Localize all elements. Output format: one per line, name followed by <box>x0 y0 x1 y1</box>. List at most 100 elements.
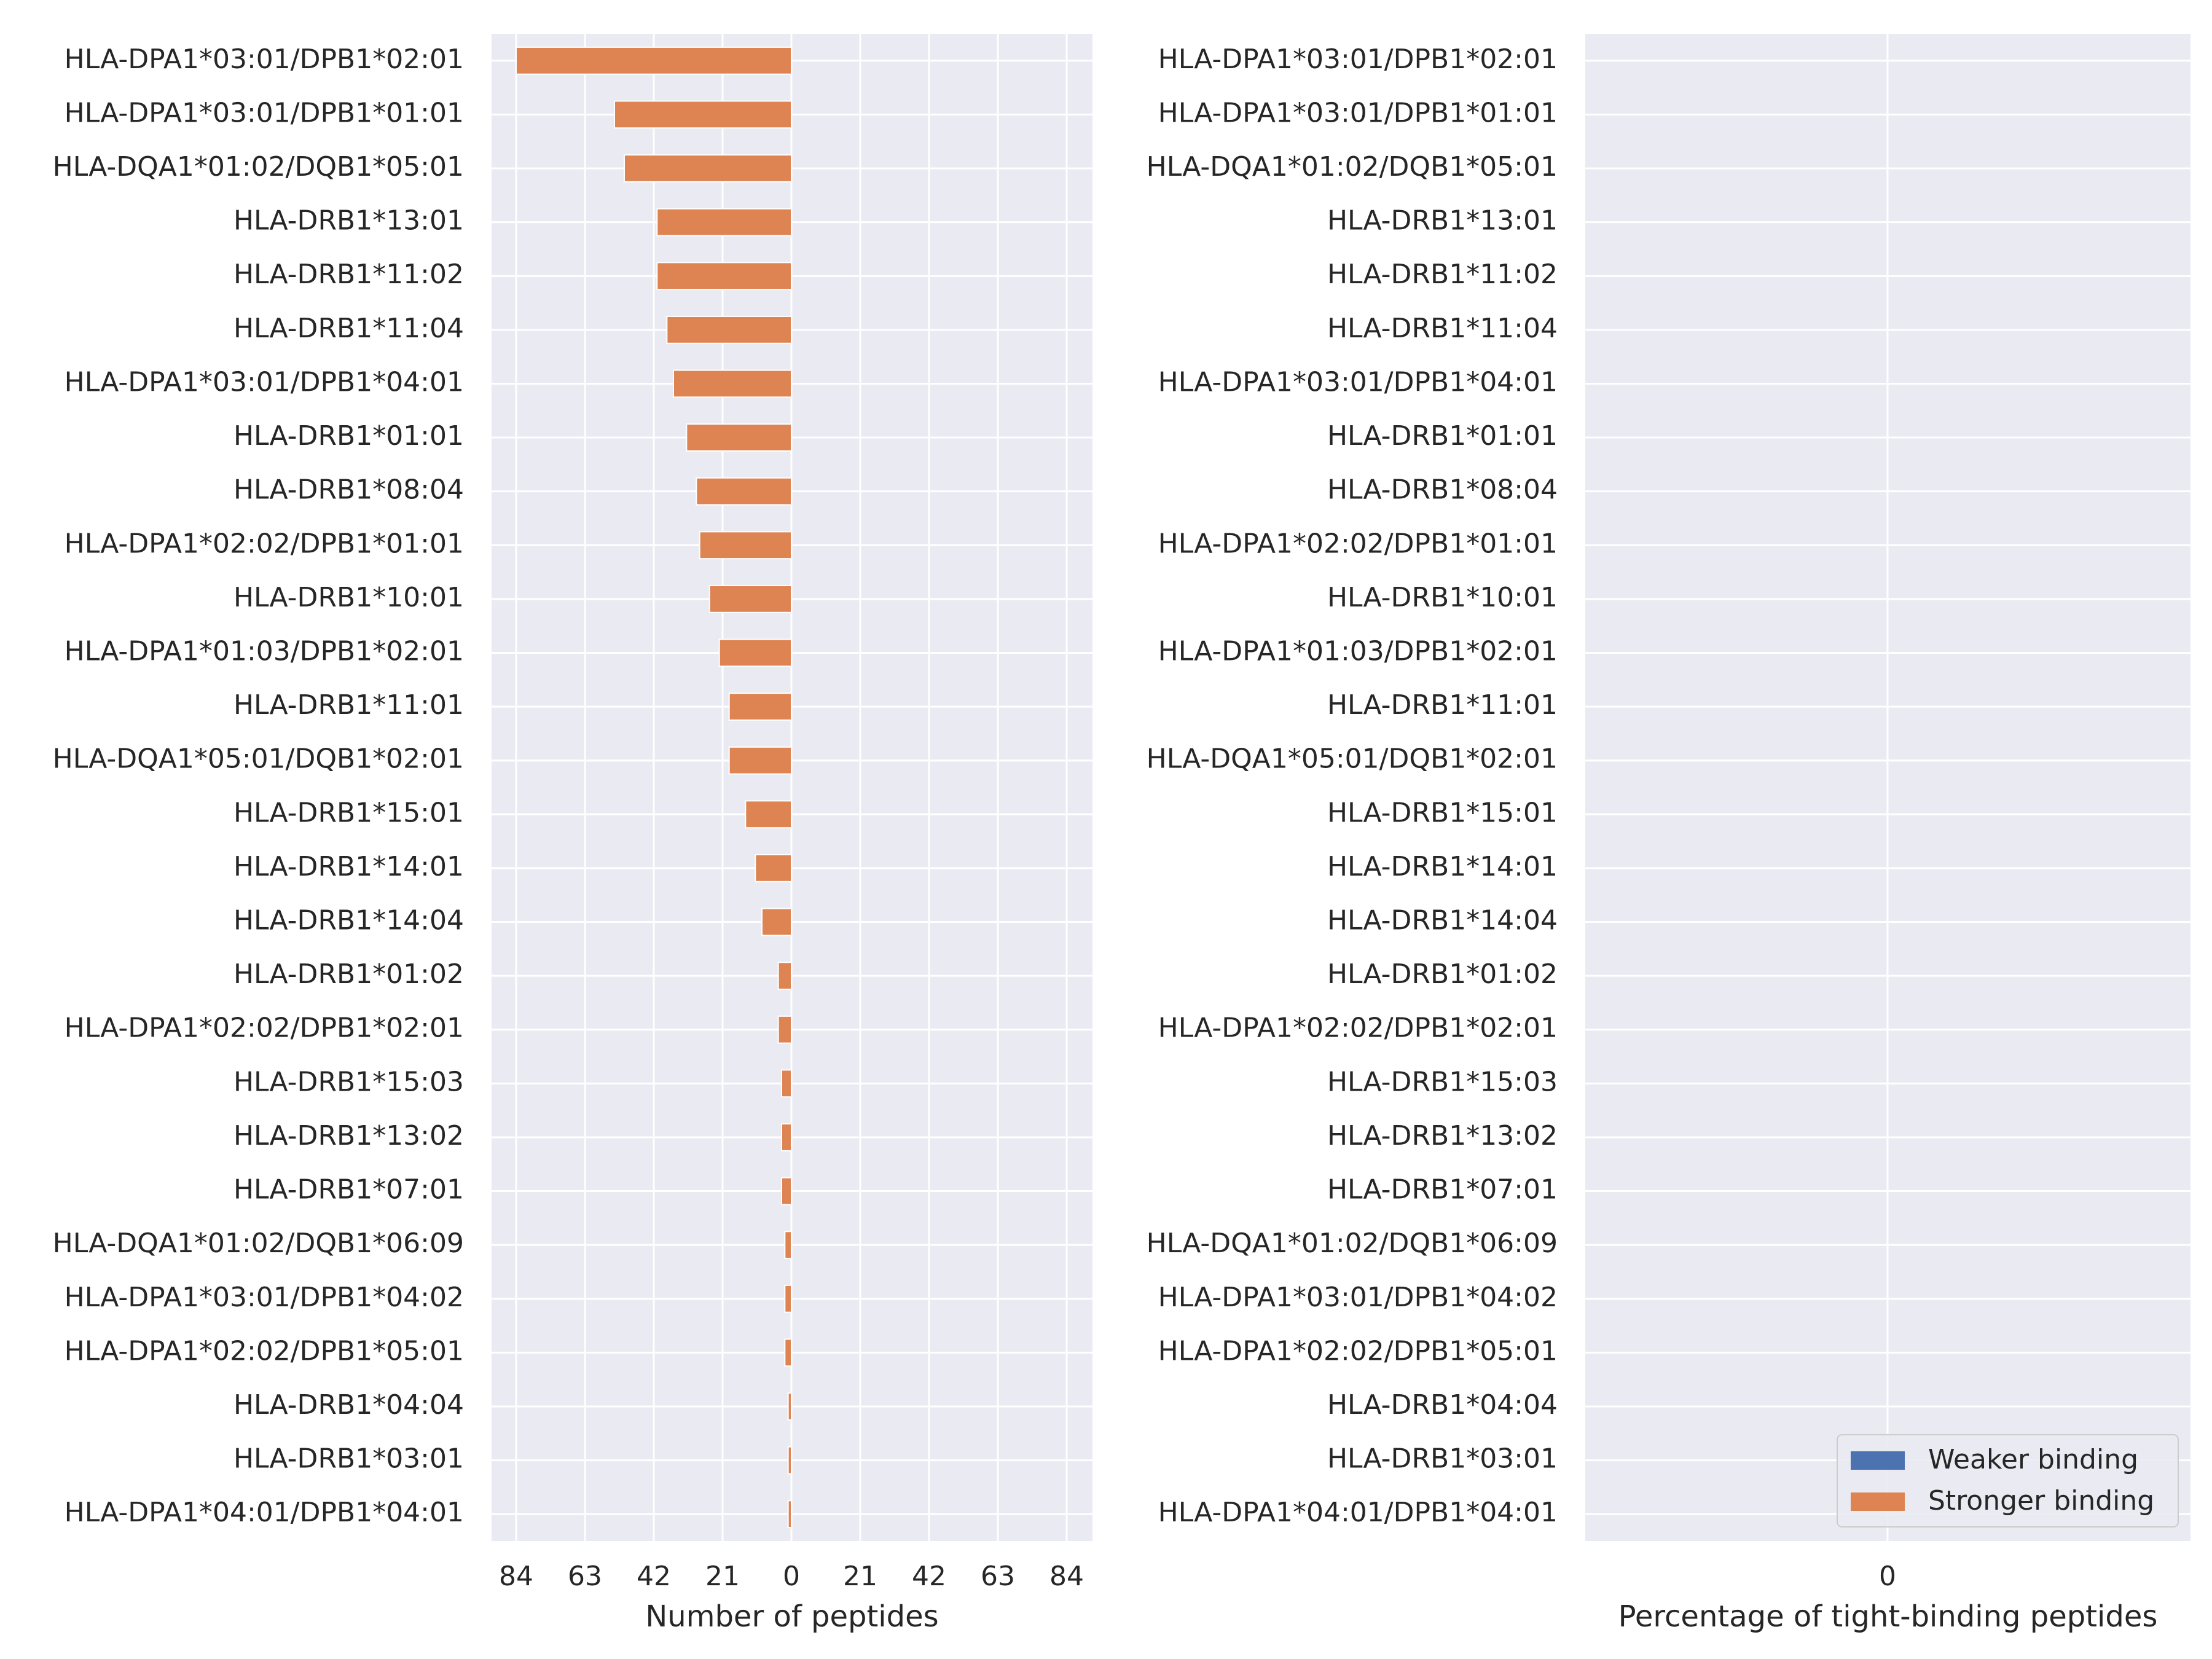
y-tick-label: HLA-DRB1*11:02 <box>233 259 464 290</box>
y-tick-label: HLA-DPA1*03:01/DPB1*02:01 <box>1158 44 1558 75</box>
y-tick-label: HLA-DPA1*03:01/DPB1*04:02 <box>1158 1282 1558 1313</box>
x-tick-label: 84 <box>1049 1561 1084 1592</box>
x-tick-label: 42 <box>637 1561 671 1592</box>
legend-swatch <box>1851 1451 1905 1470</box>
x-tick-label: 21 <box>705 1561 740 1592</box>
y-tick-label: HLA-DRB1*01:01 <box>233 420 464 452</box>
y-tick-label: HLA-DRB1*14:04 <box>233 905 464 936</box>
legend-box <box>1837 1434 2179 1528</box>
bar-8 <box>686 423 793 452</box>
bar-24 <box>784 1284 793 1313</box>
x-tick-label: 63 <box>981 1561 1015 1592</box>
legend: Weaker binding Stronger binding <box>1837 1434 2179 1528</box>
bar-5 <box>656 262 793 291</box>
bar-27 <box>787 1446 792 1475</box>
y-tick-label: HLA-DPA1*04:01/DPB1*04:01 <box>65 1497 464 1528</box>
y-tick-label: HLA-DPA1*03:01/DPB1*02:01 <box>65 44 464 75</box>
bar-15 <box>745 800 793 829</box>
legend-label: Weaker binding <box>1928 1444 2138 1475</box>
y-tick-label: HLA-DPA1*01:03/DPB1*02:01 <box>1158 635 1558 667</box>
y-tick-label: HLA-DPA1*02:02/DPB1*05:01 <box>65 1335 464 1367</box>
y-tick-label: HLA-DPA1*03:01/DPB1*01:01 <box>1158 97 1558 128</box>
y-tick-label: HLA-DRB1*04:04 <box>1327 1389 1558 1421</box>
bar-26 <box>787 1392 792 1421</box>
bar-1 <box>516 46 792 75</box>
y-tick-label: HLA-DPA1*03:01/DPB1*04:02 <box>65 1282 464 1313</box>
y-tick-label: HLA-DRB1*10:01 <box>233 582 464 613</box>
bar-2 <box>614 100 792 129</box>
bar-18 <box>777 962 792 990</box>
y-tick-label: HLA-DQA1*01:02/DQB1*05:01 <box>1147 151 1558 182</box>
y-tick-label: HLA-DPA1*02:02/DPB1*05:01 <box>1158 1335 1558 1367</box>
y-tick-label: HLA-DRB1*07:01 <box>1327 1174 1558 1206</box>
y-tick-label: HLA-DRB1*15:01 <box>233 797 464 828</box>
y-tick-label: HLA-DRB1*13:02 <box>233 1120 464 1151</box>
y-tick-label: HLA-DRB1*13:01 <box>1327 205 1558 237</box>
y-tick-label: HLA-DRB1*14:01 <box>233 851 464 882</box>
bar-4 <box>656 208 793 237</box>
bar-12 <box>718 638 792 667</box>
bar-17 <box>761 908 792 936</box>
x-tick-label: 21 <box>843 1561 877 1592</box>
y-tick-label: HLA-DPA1*02:02/DPB1*01:01 <box>1158 528 1558 559</box>
y-tick-label: HLA-DRB1*15:01 <box>1327 797 1558 828</box>
y-tick-label: HLA-DRB1*04:04 <box>233 1389 464 1421</box>
y-tick-label: HLA-DRB1*14:01 <box>1327 851 1558 882</box>
y-tick-label: HLA-DRB1*01:02 <box>233 959 464 990</box>
bar-25 <box>784 1338 793 1367</box>
bar-9 <box>696 477 793 506</box>
y-tick-label: HLA-DRB1*07:01 <box>233 1174 464 1206</box>
y-tick-label: HLA-DRB1*14:04 <box>1327 905 1558 936</box>
y-tick-label: HLA-DPA1*04:01/DPB1*04:01 <box>1158 1497 1558 1528</box>
legend-label: Stronger binding <box>1928 1485 2154 1516</box>
right-bar-chart: HLA-DPA1*03:01/DPB1*02:01 HLA-DPA1*03:01/… <box>1147 34 2190 1634</box>
bar-22 <box>781 1177 792 1206</box>
y-tick-label: HLA-DPA1*03:01/DPB1*04:01 <box>1158 366 1558 398</box>
bar-6 <box>666 315 793 344</box>
x-tick-label: 63 <box>568 1561 602 1592</box>
y-tick-label: HLA-DQA1*01:02/DQB1*06:09 <box>53 1228 464 1259</box>
y-tick-label: HLA-DRB1*11:04 <box>233 313 464 344</box>
bar-13 <box>728 692 792 721</box>
y-tick-label: HLA-DRB1*15:03 <box>1327 1066 1558 1097</box>
x-tick-label: 0 <box>783 1561 800 1592</box>
y-tick-label: HLA-DRB1*15:03 <box>233 1066 464 1097</box>
y-tick-label: HLA-DQA1*05:01/DQB1*02:01 <box>53 743 464 775</box>
bar-21 <box>781 1123 792 1151</box>
y-tick-label: HLA-DRB1*13:01 <box>233 205 464 237</box>
y-tick-label: HLA-DRB1*10:01 <box>1327 582 1558 613</box>
y-tick-label: HLA-DRB1*13:02 <box>1327 1120 1558 1151</box>
y-tick-label: HLA-DPA1*01:03/DPB1*02:01 <box>65 635 464 667</box>
y-tick-label: HLA-DRB1*11:04 <box>1327 313 1558 344</box>
bar-23 <box>784 1231 793 1260</box>
bar-19 <box>777 1015 792 1044</box>
bar-16 <box>755 854 793 882</box>
x-tick-label: 42 <box>912 1561 946 1592</box>
bar-3 <box>624 154 792 182</box>
left-bar-chart: HLA-DPA1*03:01/DPB1*02:01 HLA-DPA1*03:01/… <box>53 34 1092 1634</box>
y-tick-label: HLA-DRB1*11:01 <box>1327 689 1558 721</box>
y-tick-label: HLA-DRB1*08:04 <box>1327 474 1558 506</box>
x-tick-label: 84 <box>499 1561 533 1592</box>
y-tick-label: HLA-DRB1*11:02 <box>1327 259 1558 290</box>
legend-swatch <box>1851 1492 1905 1511</box>
y-tick-label: HLA-DQA1*01:02/DQB1*05:01 <box>53 151 464 182</box>
bar-20 <box>781 1069 792 1098</box>
y-tick-label: HLA-DQA1*05:01/DQB1*02:01 <box>1147 743 1558 775</box>
y-tick-label: HLA-DRB1*01:01 <box>1327 420 1558 452</box>
y-tick-label: HLA-DRB1*08:04 <box>233 474 464 506</box>
y-tick-label: HLA-DPA1*03:01/DPB1*04:01 <box>65 366 464 398</box>
y-tick-label: HLA-DQA1*01:02/DQB1*06:09 <box>1147 1228 1558 1259</box>
bar-10 <box>699 531 792 560</box>
bar-11 <box>708 584 792 613</box>
bar-28 <box>787 1500 792 1529</box>
y-tick-label: HLA-DPA1*02:02/DPB1*01:01 <box>65 528 464 559</box>
y-tick-label: HLA-DPA1*03:01/DPB1*01:01 <box>65 97 464 128</box>
x-axis-label: Percentage of tight-binding peptides <box>1618 1599 2158 1634</box>
y-tick-label: HLA-DRB1*03:01 <box>1327 1443 1558 1475</box>
y-tick-label: HLA-DRB1*11:01 <box>233 689 464 721</box>
y-tick-label: HLA-DRB1*01:02 <box>1327 959 1558 990</box>
bar-14 <box>728 746 792 775</box>
bar-7 <box>673 369 792 398</box>
